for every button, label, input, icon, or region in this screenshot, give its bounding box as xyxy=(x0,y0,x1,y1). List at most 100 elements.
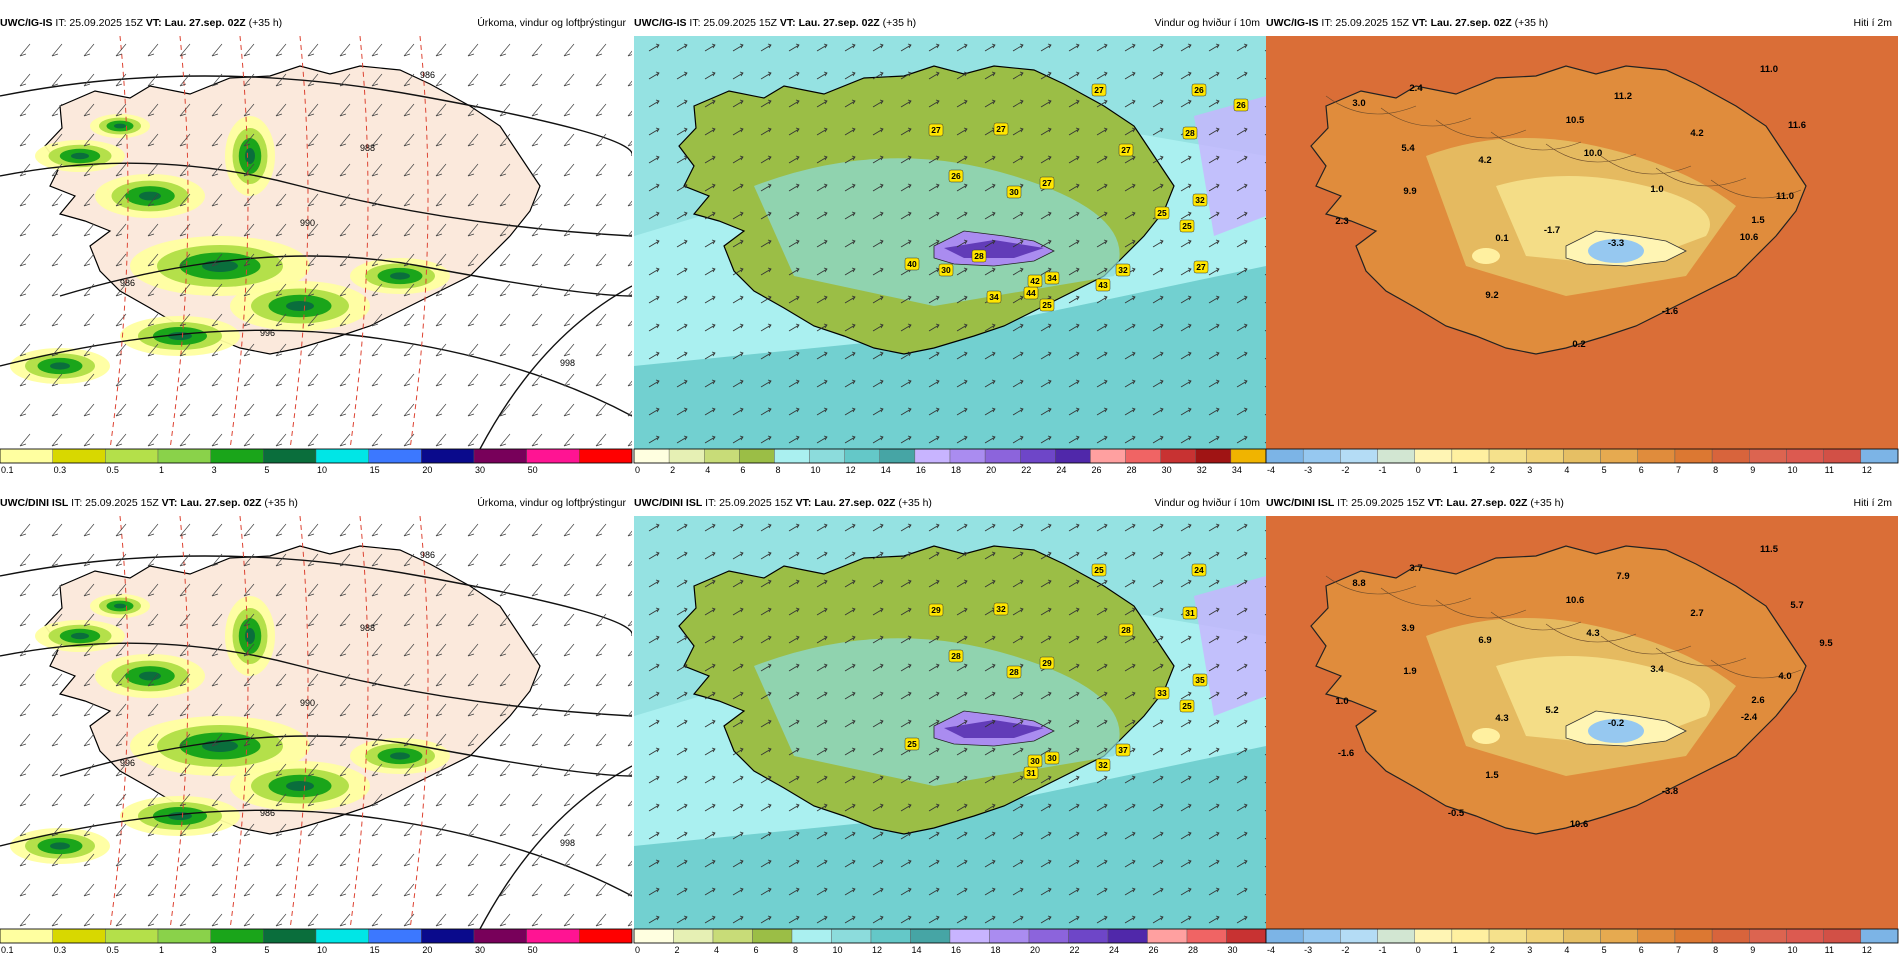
colorbar-swatch xyxy=(1414,448,1453,464)
colorbar-tick-label: 0.1 xyxy=(1,465,14,475)
wind-barb xyxy=(403,853,415,867)
precip-area xyxy=(230,761,370,811)
wind-barb xyxy=(307,733,319,747)
wind-arrow xyxy=(816,579,828,588)
wind-barb xyxy=(563,133,575,147)
wind-arrow xyxy=(760,71,772,80)
colorbar-swatch xyxy=(105,928,159,944)
wind-arrow xyxy=(956,663,968,672)
gust-label: 34 xyxy=(986,290,1002,304)
wind-arrow xyxy=(956,747,968,756)
wind-barb xyxy=(403,403,415,417)
colorbar-swatch xyxy=(1786,928,1824,944)
wind-barb xyxy=(595,163,607,177)
wind-barb xyxy=(275,673,287,687)
colorbar-swatch xyxy=(157,448,211,464)
wind-arrow xyxy=(872,915,884,924)
wind-barb xyxy=(403,133,415,147)
wind-arrow xyxy=(928,551,940,560)
colorbar-swatch xyxy=(210,928,264,944)
wind-arrow xyxy=(1208,719,1220,728)
wind-barb xyxy=(83,673,95,687)
colorbar-tick-label: 26 xyxy=(1149,945,1159,955)
colorbar-swatch xyxy=(421,448,475,464)
wind-barb xyxy=(371,583,383,597)
wind-barb xyxy=(51,343,63,357)
wind-arrow xyxy=(676,71,688,80)
wind-arrow xyxy=(816,859,828,868)
wind-arrow xyxy=(1096,607,1108,616)
wind-arrow xyxy=(844,719,856,728)
wind-barb xyxy=(243,253,255,267)
wind-arrow xyxy=(788,663,800,672)
wind-arrow xyxy=(760,747,772,756)
panel-header: UWC/IG-IS IT: 25.09.2025 15Z VT: Lau. 27… xyxy=(634,16,1266,32)
wind-barb xyxy=(211,613,223,627)
field-title: Vindur og hviður í 10m xyxy=(1154,17,1260,29)
wind-barb xyxy=(627,380,632,387)
wind-barb xyxy=(403,163,415,177)
wind-barb xyxy=(147,553,159,567)
wind-barb xyxy=(83,223,95,237)
wind-barb xyxy=(307,253,319,267)
wind-arrow xyxy=(732,267,744,276)
gust-label: 42 xyxy=(1027,274,1043,288)
wind-arrow xyxy=(1236,887,1248,896)
wind-barb xyxy=(435,703,447,717)
wind-barb xyxy=(627,260,632,267)
wind-barb xyxy=(179,373,191,387)
temperature-label: 5.7 xyxy=(1790,600,1803,611)
wind-arrow xyxy=(1180,635,1192,644)
wind-arrow xyxy=(1208,211,1220,220)
wind-barb xyxy=(467,103,479,117)
wind-arrow xyxy=(984,551,996,560)
colorbar-swatch xyxy=(105,448,159,464)
wind-arrow xyxy=(788,635,800,644)
temp-contour xyxy=(229,516,249,929)
wind-barb xyxy=(115,223,127,237)
colorbar-swatch xyxy=(315,448,369,464)
init-time: IT: 25.09.2025 15Z xyxy=(705,497,796,509)
wind-barb xyxy=(563,523,575,537)
wind-barb xyxy=(115,313,127,327)
wind-arrow xyxy=(1236,155,1248,164)
wind-barb xyxy=(243,883,255,897)
wind-barb xyxy=(51,763,63,777)
wind-barb xyxy=(83,883,95,897)
wind-barb xyxy=(467,223,479,237)
model-name: UWC/DINI ISL xyxy=(0,497,69,509)
svg-text:44: 44 xyxy=(1026,288,1036,298)
wind-barb xyxy=(339,673,351,687)
temperature-label: -2.4 xyxy=(1741,712,1758,723)
wind-arrow xyxy=(704,579,716,588)
wind-barb xyxy=(179,133,191,147)
wind-arrow xyxy=(704,775,716,784)
wind-arrow xyxy=(1068,43,1080,52)
colorbar-tick-label: 0 xyxy=(635,945,640,955)
wind-barb xyxy=(275,763,287,777)
colorbar-tick-label: 1 xyxy=(159,945,164,955)
colorbar-swatch xyxy=(579,928,633,944)
wind-barb xyxy=(499,523,511,537)
precip-area xyxy=(225,596,275,676)
wind-arrow xyxy=(704,295,716,304)
wind-arrow xyxy=(1208,663,1220,672)
wind-barb xyxy=(563,853,575,867)
wind-barb xyxy=(51,253,63,267)
wind-barb xyxy=(403,103,415,117)
colorbar-tick-label: 6 xyxy=(1639,465,1644,475)
wind-arrow xyxy=(844,775,856,784)
wind-barb xyxy=(531,793,543,807)
isotherm xyxy=(1600,635,1692,655)
colorbar-swatch xyxy=(1414,928,1453,944)
wind-arrow xyxy=(872,747,884,756)
wind-arrow xyxy=(760,351,772,360)
wind-barb xyxy=(307,283,319,297)
wind-barb xyxy=(179,253,191,267)
wind-arrow xyxy=(1012,155,1024,164)
wind-arrow xyxy=(676,719,688,728)
wind-barb xyxy=(563,763,575,777)
colorbar-tick-label: 22 xyxy=(1070,945,1080,955)
wind-arrow xyxy=(1124,435,1136,444)
